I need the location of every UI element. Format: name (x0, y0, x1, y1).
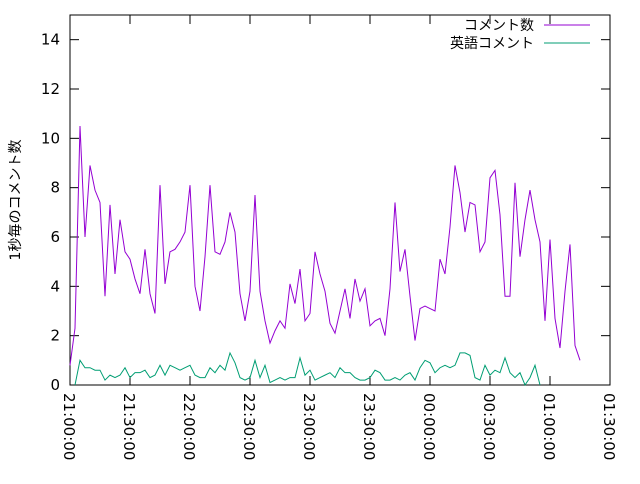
series-layer (69, 125, 581, 387)
y-tick-label: 10 (41, 129, 60, 147)
x-tick-label: 00:30:00 (480, 393, 498, 460)
x-tick-label: 01:00:00 (540, 393, 558, 460)
y-tick-label: 14 (41, 31, 60, 49)
series-line-1 (74, 351, 541, 387)
axes-layer: 0 2 4 6 8 10 12 14 21:00:00 21:30:00 22:00:00 22:30… (41, 14, 618, 460)
x-tick-label: 21:00:00 (60, 393, 78, 460)
x-tick-label: 23:00:00 (300, 393, 318, 460)
y-axis-title: 1秒毎のコメント数 (8, 140, 24, 261)
x-tick-label: 23:30:00 (360, 393, 378, 460)
y-tick-label: 8 (50, 179, 60, 197)
plot-frame (69, 14, 611, 386)
x-tick-label: 22:00:00 (180, 393, 198, 460)
legend-label: 英語コメント (450, 35, 534, 52)
series-line-0 (69, 125, 581, 366)
y-tick-label: 6 (50, 228, 60, 246)
x-tick-label: 21:30:00 (120, 393, 138, 460)
y-tick-label: 4 (50, 277, 60, 295)
y-tick-label: 0 (50, 376, 60, 394)
x-tick-label: 00:00:00 (420, 393, 438, 460)
y-tick-label: 12 (41, 80, 60, 98)
x-tick-label: 01:30:00 (600, 393, 618, 460)
x-tick-label: 22:30:00 (240, 393, 258, 460)
legend-label: コメント数 (464, 18, 534, 34)
y-tick-label: 2 (50, 327, 60, 345)
